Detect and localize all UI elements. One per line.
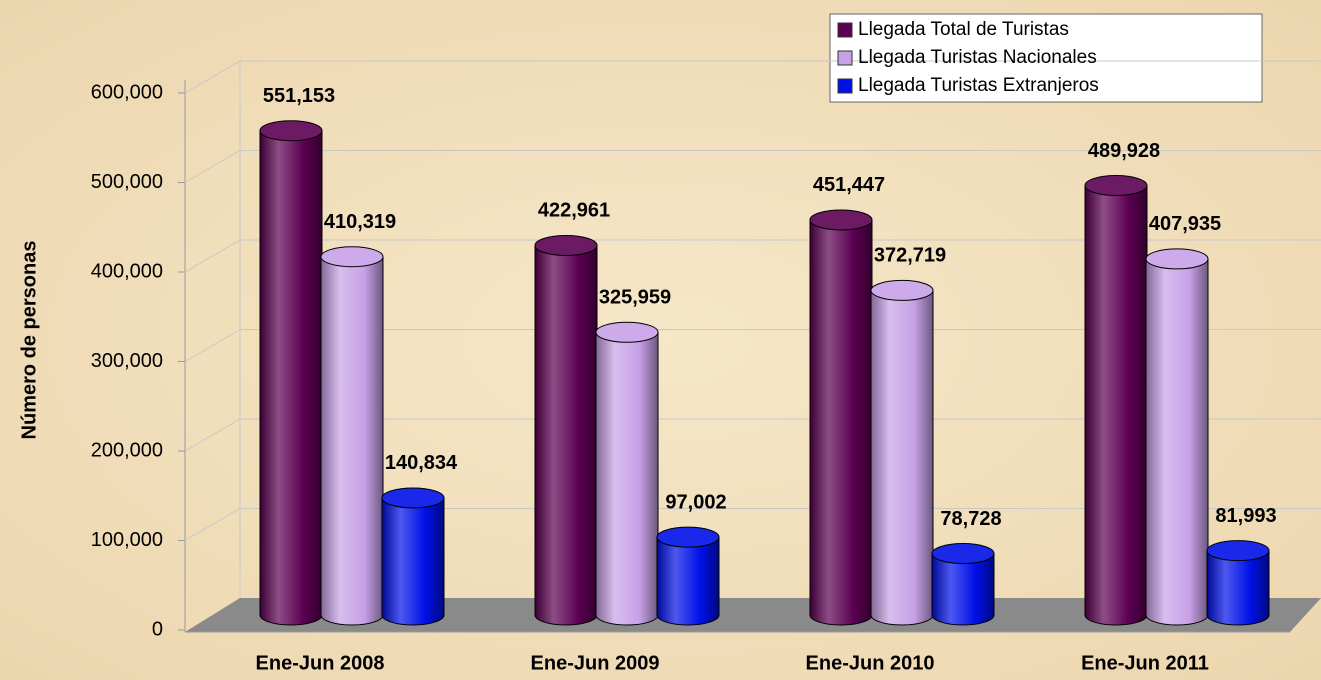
cylinder-top [381,487,445,509]
cylinder-top [931,543,995,565]
cylinder-body [382,497,444,615]
cylinder-top [259,120,323,142]
cylinder-top [1084,175,1148,197]
y-tick-label: 600,000 [91,81,163,103]
cylinder-body [1085,185,1147,615]
cylinder-body [260,130,322,615]
cylinder-top [809,209,873,231]
cylinder-top [656,526,720,548]
data-label: 97,002 [665,491,726,513]
grid-side [184,508,241,541]
bar [870,279,934,626]
y-tick-label: 100,000 [91,529,163,551]
data-label: 410,319 [324,211,396,233]
y-tick-label: 400,000 [91,260,163,282]
cylinder-body [1207,550,1269,615]
legend-swatch [837,78,853,94]
bar [809,209,873,626]
grid-side [184,60,241,94]
x-tick-label: Ene-Jun 2008 [256,652,385,674]
bar [656,526,720,626]
cylinder-top [1145,248,1209,270]
grid-side [184,329,241,362]
y-tick-label: 0 [152,618,163,640]
data-label: 551,153 [263,85,335,107]
data-label: 407,935 [1149,213,1221,235]
bar [320,246,384,626]
y-axis-title: Número de personas [18,241,40,440]
cylinder-body [535,245,597,616]
cylinder-top [1206,540,1270,562]
cylinder-top [534,234,598,256]
grid-side [184,150,241,183]
bar [1206,540,1270,626]
bar [931,543,995,626]
bar [259,120,323,626]
legend-label: Llegada Turistas Nacionales [858,47,1097,68]
data-label: 422,961 [538,200,610,222]
data-label: 78,728 [940,508,1001,530]
data-label: 451,447 [813,174,885,196]
cylinder-body [810,219,872,615]
y-tick-label: 200,000 [91,439,163,461]
cylinder-body [596,332,658,615]
data-label: 140,834 [385,452,458,474]
bar [1145,248,1209,626]
cylinder-top [870,279,934,301]
cylinder-top [320,246,384,268]
x-tick-label: Ene-Jun 2010 [806,652,935,674]
data-label: 372,719 [874,245,946,267]
bar [1084,175,1148,626]
legend-label: Llegada Total de Turistas [858,19,1069,40]
cylinder-body [657,537,719,615]
grid-side [184,418,241,452]
legend-swatch [837,22,853,38]
bar [381,487,445,626]
floor [185,598,1321,632]
bar [595,321,659,626]
bar [534,234,598,626]
y-tick-label: 500,000 [91,171,163,193]
grid-side [184,239,241,273]
legend-label: Llegada Turistas Extranjeros [858,75,1099,96]
data-label: 325,959 [599,287,671,309]
legend-swatch [837,50,853,66]
cylinder-top [595,321,659,343]
grid-line [184,150,1321,183]
x-tick-label: Ene-Jun 2011 [1081,652,1209,674]
x-tick-label: Ene-Jun 2009 [531,652,660,674]
cylinder-body [1146,258,1208,615]
y-tick-label: 300,000 [91,350,163,372]
cylinder-body [321,256,383,615]
grid-line [184,60,1321,94]
data-label: 81,993 [1215,505,1276,527]
legend [829,13,1263,103]
data-label: 489,928 [1088,140,1160,162]
cylinder-body [871,290,933,615]
